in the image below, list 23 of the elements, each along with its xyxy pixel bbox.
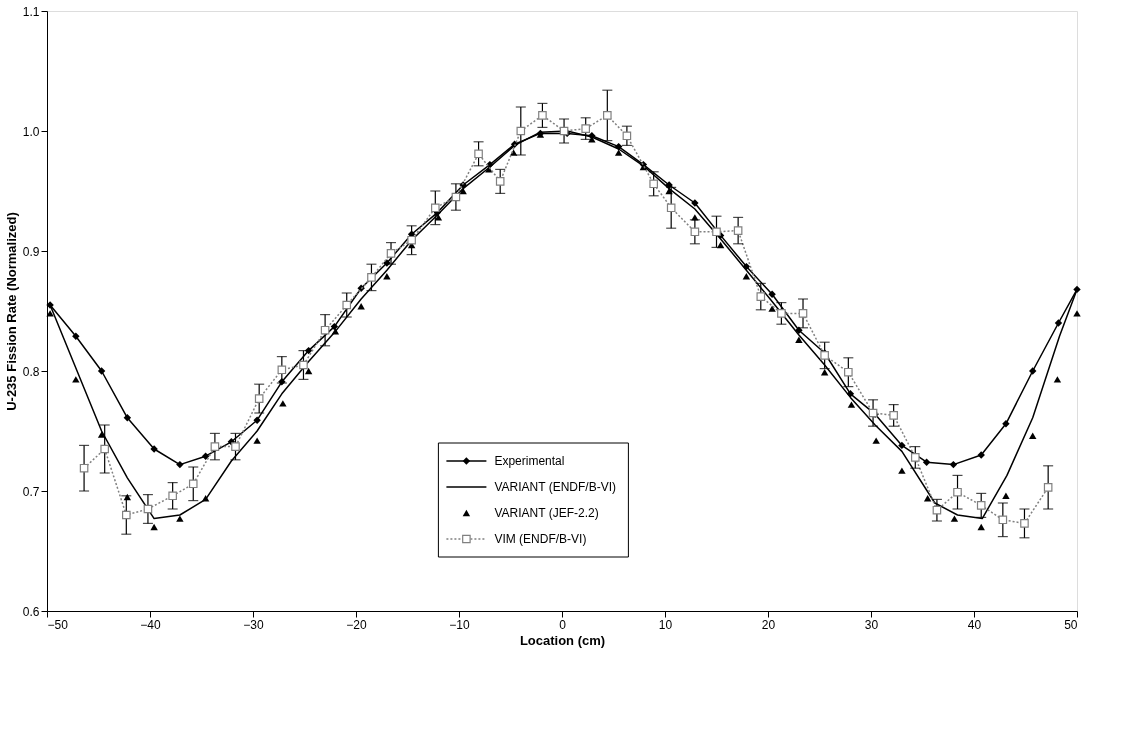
- y-tick-label: 0.6: [22, 604, 40, 619]
- y-tick-label: 1.1: [22, 4, 40, 19]
- x-tick-label: −40: [140, 617, 161, 632]
- x-tick-label: 50: [1064, 617, 1078, 632]
- x-tick-label: 0: [559, 617, 567, 632]
- x-tick-label: −30: [243, 617, 264, 632]
- legend-label: VIM (ENDF/B-VI): [494, 532, 587, 546]
- y-tick-label: 0.7: [22, 484, 40, 499]
- x-tick-label: −50: [47, 617, 69, 632]
- y-axis-title: U-235 Fission Rate (Normalized): [3, 212, 19, 411]
- x-tick-label: 20: [761, 617, 776, 632]
- x-tick-label: 40: [967, 617, 982, 632]
- legend-label: VARIANT (ENDF/B-VI): [494, 480, 616, 494]
- x-axis-title: Location (cm): [519, 632, 606, 648]
- x-tick-label: 30: [864, 617, 879, 632]
- y-tick-label: 0.9: [22, 244, 40, 259]
- x-tick-label: −20: [346, 617, 367, 632]
- x-tick-label: −10: [449, 617, 470, 632]
- legend-label: Experimental: [494, 454, 565, 468]
- x-tick-label: 10: [658, 617, 673, 632]
- y-tick-label: 1.0: [22, 124, 40, 139]
- y-tick-label: 0.8: [22, 364, 40, 379]
- legend-label: VARIANT (JEF-2.2): [494, 506, 599, 520]
